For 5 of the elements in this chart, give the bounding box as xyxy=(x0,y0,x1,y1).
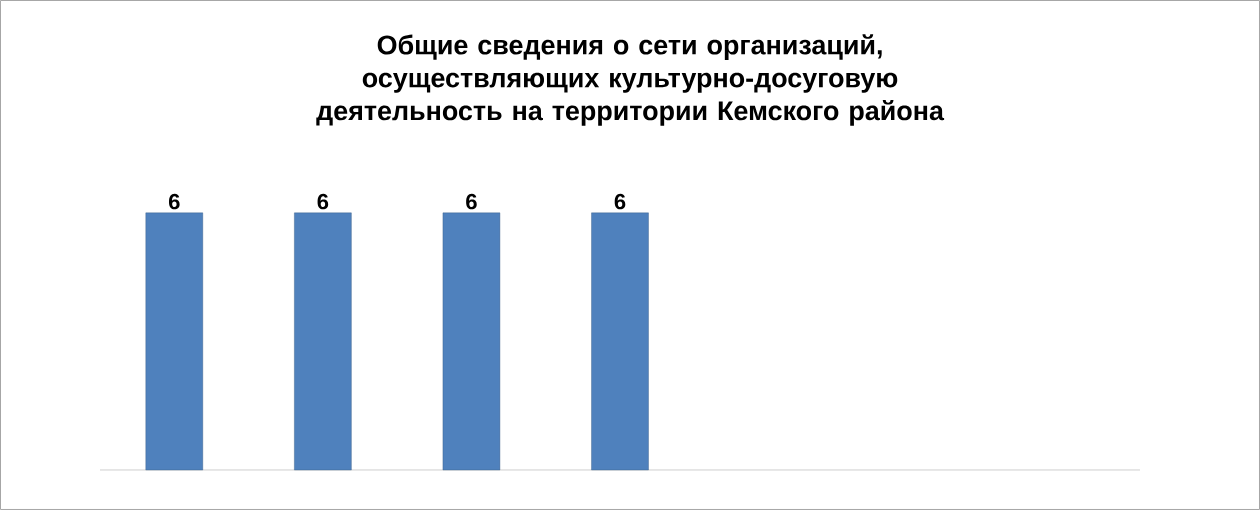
data-label: 6 xyxy=(466,193,477,210)
data-label: 6 xyxy=(317,193,329,210)
chart-title: Общие сведения о сети организаций, осуществляющих культурно-досуговую деятельность на территории Кемского района xyxy=(316,34,945,126)
data-label: 6 xyxy=(169,193,180,210)
data-label: 6 xyxy=(614,193,626,210)
